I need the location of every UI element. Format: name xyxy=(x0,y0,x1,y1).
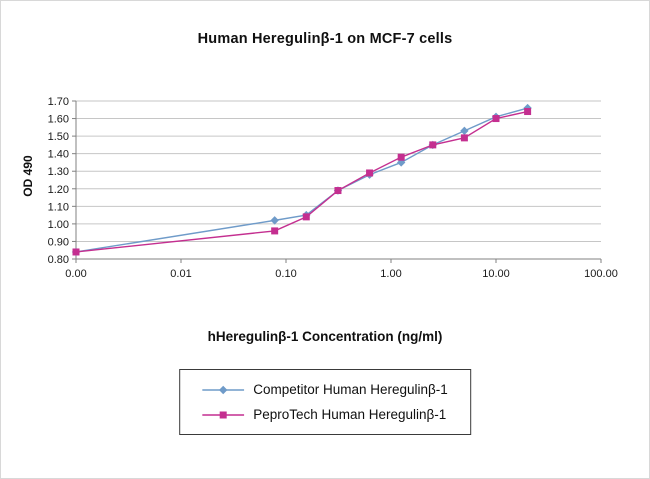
data-point-marker xyxy=(524,108,532,116)
data-point-marker xyxy=(334,187,342,195)
x-tick-label: 0.10 xyxy=(275,268,296,280)
legend-label: PeproTech Human Heregulinβ-1 xyxy=(253,407,447,422)
plot-svg: 0.80 0.90 1.00 1.10 1.20 1.30 1.40 1.50 1.60 1.70… xyxy=(48,96,618,280)
x-tick-label: 1.00 xyxy=(380,268,401,280)
x-axis-title: hHeregulinβ-1 Concentration (ng/ml) xyxy=(207,329,443,344)
data-point-marker xyxy=(270,216,279,225)
x-tick-label: 100.00 xyxy=(584,268,618,280)
data-point-marker xyxy=(397,153,405,161)
series-line xyxy=(75,107,528,253)
data-point-marker xyxy=(366,169,374,177)
x-tick-label: 0.00 xyxy=(65,268,86,280)
data-point-marker xyxy=(302,213,310,221)
legend-item: Competitor Human Heregulinβ-1 xyxy=(202,382,448,397)
y-tick-label: 1.30 xyxy=(48,166,69,178)
legend-box: Competitor Human Heregulinβ-1 PeproTech H… xyxy=(179,369,471,435)
legend-label: Competitor Human Heregulinβ-1 xyxy=(253,382,448,397)
diamond-series-marker-icon xyxy=(202,385,245,394)
chart-title: Human Heregulinβ-1 on MCF-7 cells xyxy=(197,31,453,47)
data-point-marker xyxy=(460,134,468,142)
y-tick-label: 1.60 xyxy=(48,114,69,126)
data-point-marker xyxy=(271,227,279,235)
y-tick-label: 1.70 xyxy=(48,96,69,108)
x-tick-label: 0.01 xyxy=(170,268,191,280)
data-point-marker xyxy=(72,248,80,256)
y-tick-label: 1.10 xyxy=(48,201,69,213)
series-line xyxy=(75,110,528,253)
x-tick-label: 10.00 xyxy=(482,268,510,280)
legend-item: PeproTech Human Heregulinβ-1 xyxy=(202,407,448,422)
y-tick-label: 1.00 xyxy=(48,219,69,231)
y-tick-label: 1.40 xyxy=(48,149,69,161)
y-tick-label: 0.80 xyxy=(48,254,69,266)
square-series-marker-icon xyxy=(202,411,245,418)
data-point-marker xyxy=(429,141,437,149)
y-tick-label: 1.20 xyxy=(48,184,69,196)
y-tick-label: 1.50 xyxy=(48,131,69,143)
data-point-marker xyxy=(460,126,469,136)
data-point-marker xyxy=(492,115,500,123)
y-tick-label: 0.90 xyxy=(48,236,69,248)
